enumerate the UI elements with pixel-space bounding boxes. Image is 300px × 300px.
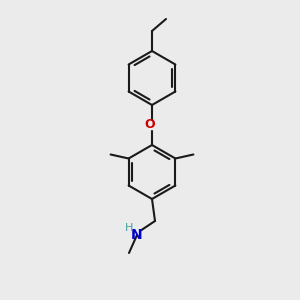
Text: O: O: [145, 118, 155, 131]
Text: N: N: [131, 228, 143, 242]
Text: H: H: [125, 223, 133, 233]
